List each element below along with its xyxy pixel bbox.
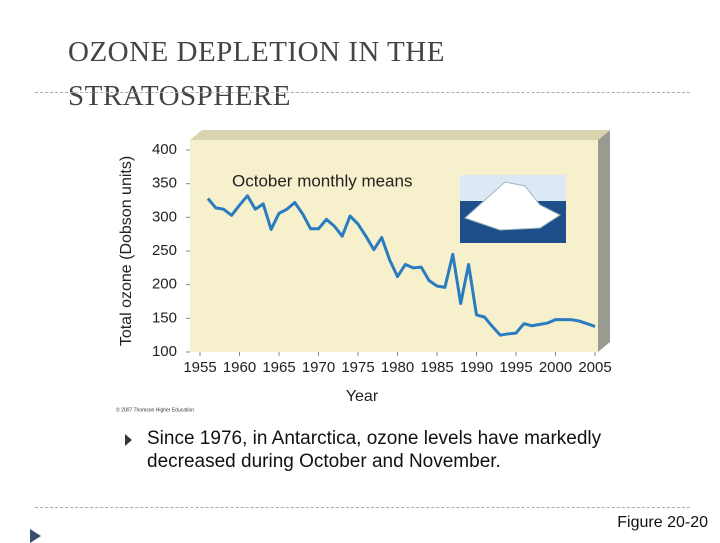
y-tick-label: 200 [152,276,177,293]
y-tick-label: 350 [152,175,177,192]
y-axis-label: Total ozone (Dobson units) [118,156,135,346]
panel-top [190,130,610,140]
x-tick-label: 2000 [539,359,572,376]
y-tick-label: 100 [152,343,177,360]
x-tick-label: 1970 [302,359,335,376]
x-tick-label: 2005 [578,359,611,376]
y-tick-label: 400 [152,141,177,158]
x-tick-label: 1985 [420,359,453,376]
copyright: © 2007 Thomson Higher Education [116,406,194,413]
divider [35,507,690,508]
x-tick-label: 1995 [499,359,532,376]
iceberg-icon [460,175,566,243]
chart-title: October monthly means [232,171,412,190]
x-tick-label: 1975 [341,359,374,376]
title-line: STRATOSPHERE [68,80,292,112]
divider [35,92,690,93]
data-line [206,194,596,337]
y-tick-label: 150 [152,309,177,326]
panel-depth [598,130,610,352]
x-tick-label: 1990 [460,359,493,376]
bullet-marker [125,434,132,446]
slide-title: OZONE DEPLETION IN THE STRATOSPHERE [68,30,445,118]
x-tick-label: 1980 [381,359,414,376]
y-tick-label: 250 [152,242,177,259]
x-axis-label: Year [346,388,379,405]
figure-label: Figure 20-20 [617,514,708,531]
corner-marker [30,529,41,543]
bullet-text: Since 1976, in Antarctica, ozone levels … [147,428,602,472]
y-tick-label: 300 [152,208,177,225]
title-line: OZONE DEPLETION IN THE [68,36,445,68]
x-tick-label: 1960 [223,359,256,376]
x-tick-label: 1955 [183,359,216,376]
x-tick-label: 1965 [262,359,295,376]
